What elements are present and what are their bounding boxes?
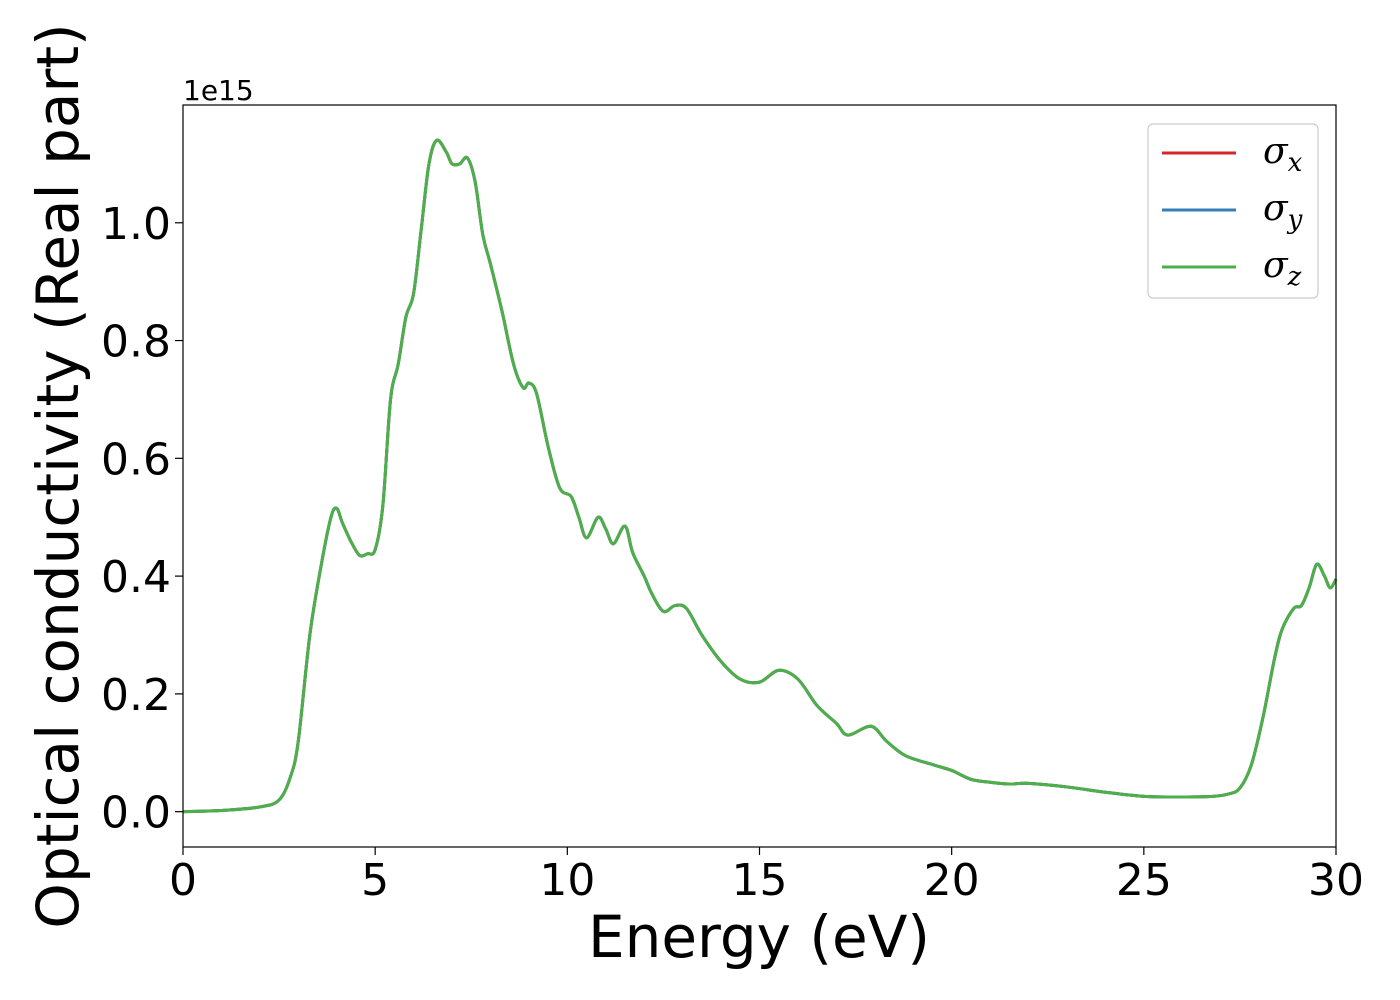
y-tick-label: 0.8 <box>101 317 171 368</box>
series-line-z <box>182 138 1338 814</box>
legend-subscript: y <box>1287 205 1303 235</box>
x-tick-label: 15 <box>732 855 788 906</box>
legend-subscript: z <box>1287 262 1302 292</box>
legend-symbol: σ <box>1263 131 1289 172</box>
legend-label-z: σz <box>1263 245 1302 292</box>
y-offset-label: 1e15 <box>183 74 254 107</box>
y-tick-label: 0.2 <box>101 670 171 721</box>
series-group <box>182 138 1338 814</box>
legend-subscript: x <box>1288 148 1303 178</box>
x-tick-label: 30 <box>1308 855 1364 906</box>
x-tick-label: 10 <box>539 855 595 906</box>
y-tick-label: 0.0 <box>101 788 171 839</box>
y-tick-label: 0.4 <box>101 552 171 603</box>
y-tick-label: 1.0 <box>101 199 171 250</box>
legend-label-y: σy <box>1263 188 1303 235</box>
legend-label-x: σx <box>1263 131 1303 178</box>
x-tick-label: 25 <box>1116 855 1172 906</box>
y-axis-label: Optical conductivity (Real part) <box>24 23 92 928</box>
x-tick-label: 20 <box>924 855 980 906</box>
y-axis-ticks: 0.0 0.2 0.4 0.6 0.8 1.0 <box>101 199 183 839</box>
x-tick-label: 0 <box>169 855 197 906</box>
x-axis-label: Energy (eV) <box>588 903 930 971</box>
plot-background <box>183 105 1336 847</box>
x-tick-label: 5 <box>361 855 389 906</box>
y-tick-label: 0.6 <box>101 434 171 485</box>
legend-symbol: σ <box>1263 245 1289 286</box>
x-axis-ticks: 0 5 10 15 20 25 30 <box>169 847 1364 906</box>
legend-symbol: σ <box>1263 188 1289 229</box>
